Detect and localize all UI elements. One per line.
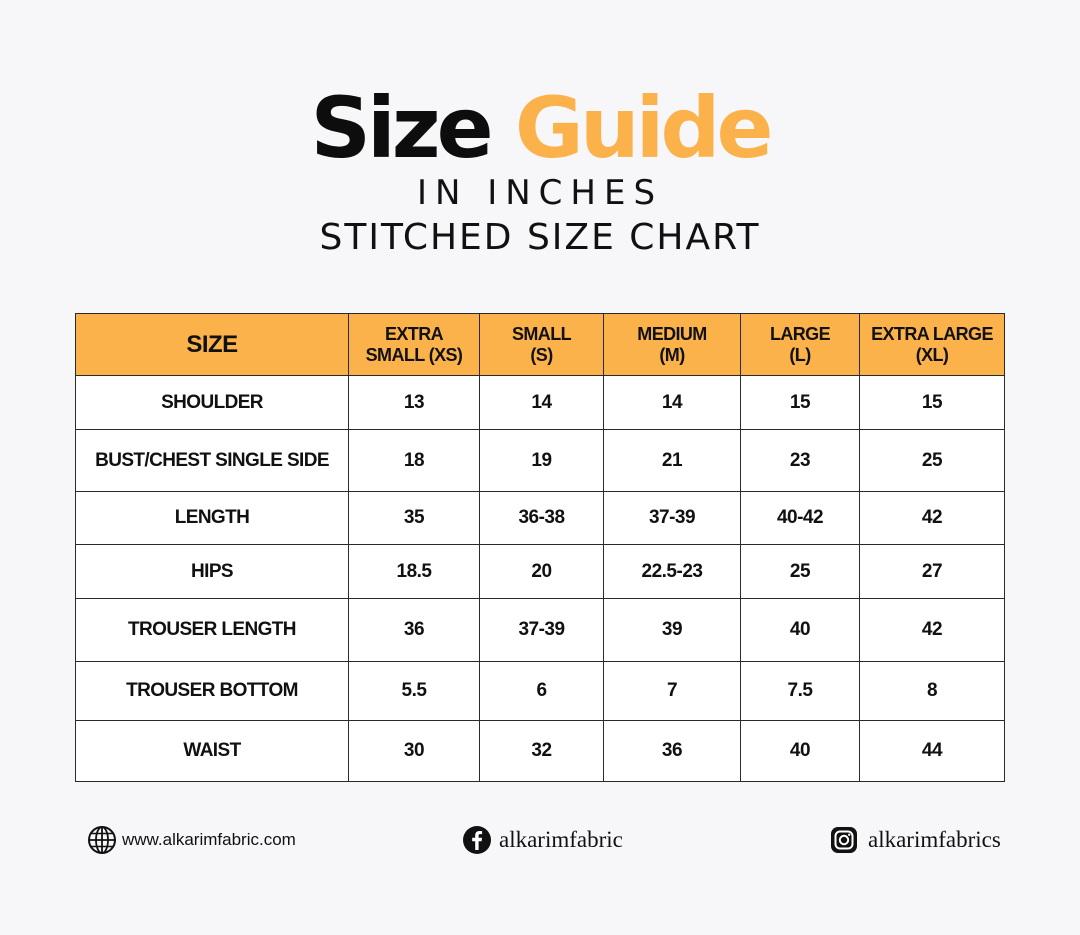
table-cell: 22.5-23 — [603, 544, 741, 599]
table-cell: 32 — [479, 720, 604, 782]
table-cell: 6 — [479, 661, 604, 721]
subtitle-chart-type: STITCHED SIZE CHART — [319, 217, 761, 258]
website-link[interactable]: www.alkarimfabric.com — [122, 830, 296, 849]
table-cell: 19 — [479, 429, 604, 492]
table-cell: 36 — [348, 598, 480, 662]
globe-icon — [88, 826, 116, 854]
footer-facebook[interactable]: alkarimfabric — [461, 822, 623, 858]
column-header-s: SMALL (S) — [479, 313, 604, 376]
table-cell: 7.5 — [740, 661, 860, 721]
table-cell: 14 — [603, 375, 741, 430]
title-word-guide: Guide — [514, 79, 774, 177]
table-row: WAIST 30 32 36 40 44 — [75, 720, 1005, 782]
size-chart-table: SIZE EXTRA SMALL (XS) SMALL (S) MEDIUM (M) … — [75, 313, 1005, 782]
table-cell: 36 — [603, 720, 741, 782]
table-cell: 37-39 — [479, 598, 604, 662]
table-cell: 25 — [859, 429, 1005, 492]
table-cell: 7 — [603, 661, 741, 721]
table-cell: 15 — [859, 375, 1005, 430]
table-cell: 36-38 — [479, 491, 604, 545]
table-cell: 14 — [479, 375, 604, 430]
row-label: TROUSER BOTTOM — [75, 661, 349, 721]
subtitle-units: IN INCHES — [416, 173, 664, 213]
table-cell: 40-42 — [740, 491, 860, 545]
table-cell: 8 — [859, 661, 1005, 721]
table-cell: 37-39 — [603, 491, 741, 545]
column-header-xs: EXTRA SMALL (XS) — [348, 313, 480, 376]
table-cell: 40 — [740, 598, 860, 662]
table-cell: 18.5 — [348, 544, 480, 599]
row-label: WAIST — [75, 720, 349, 782]
table-cell: 23 — [740, 429, 860, 492]
facebook-icon — [463, 826, 491, 854]
page-title: Size Guide — [0, 78, 1080, 178]
column-header-m: MEDIUM (M) — [603, 313, 741, 376]
table-row: TROUSER LENGTH 36 37-39 39 40 42 — [75, 598, 1005, 662]
facebook-handle[interactable]: alkarimfabric — [499, 827, 623, 852]
footer-website[interactable]: www.alkarimfabric.com — [86, 822, 296, 858]
title-word-size: Size — [310, 79, 493, 177]
column-header-l: LARGE (L) — [740, 313, 860, 376]
table-cell: 39 — [603, 598, 741, 662]
table-cell: 18 — [348, 429, 480, 492]
table-cell: 21 — [603, 429, 741, 492]
row-label: TROUSER LENGTH — [75, 598, 349, 662]
table-row: SHOULDER 13 14 14 15 15 — [75, 375, 1005, 430]
table-cell: 35 — [348, 491, 480, 545]
row-label: HIPS — [75, 544, 349, 599]
instagram-handle[interactable]: alkarimfabrics — [868, 827, 1001, 852]
table-cell: 20 — [479, 544, 604, 599]
table-cell: 27 — [859, 544, 1005, 599]
table-cell: 5.5 — [348, 661, 480, 721]
row-label: BUST/CHEST SINGLE SIDE — [75, 429, 349, 492]
table-row: LENGTH 35 36-38 37-39 40-42 42 — [75, 491, 1005, 545]
table-row: TROUSER BOTTOM 5.5 6 7 7.5 8 — [75, 661, 1005, 721]
instagram-icon — [831, 827, 857, 853]
column-header-size: SIZE — [75, 313, 349, 376]
table-header-row: SIZE EXTRA SMALL (XS) SMALL (S) MEDIUM (M) … — [75, 313, 1005, 376]
footer-instagram[interactable]: alkarimfabrics — [828, 822, 1001, 858]
table-cell: 40 — [740, 720, 860, 782]
row-label: LENGTH — [75, 491, 349, 545]
table-cell: 42 — [859, 598, 1005, 662]
row-label: SHOULDER — [75, 375, 349, 430]
table-row: BUST/CHEST SINGLE SIDE 18 19 21 23 25 — [75, 429, 1005, 492]
table-cell: 13 — [348, 375, 480, 430]
table-cell: 25 — [740, 544, 860, 599]
table-cell: 44 — [859, 720, 1005, 782]
table-cell: 42 — [859, 491, 1005, 545]
table-cell: 30 — [348, 720, 480, 782]
table-row: HIPS 18.5 20 22.5-23 25 27 — [75, 544, 1005, 599]
table-cell: 15 — [740, 375, 860, 430]
column-header-xl: EXTRA LARGE (XL) — [859, 313, 1005, 376]
